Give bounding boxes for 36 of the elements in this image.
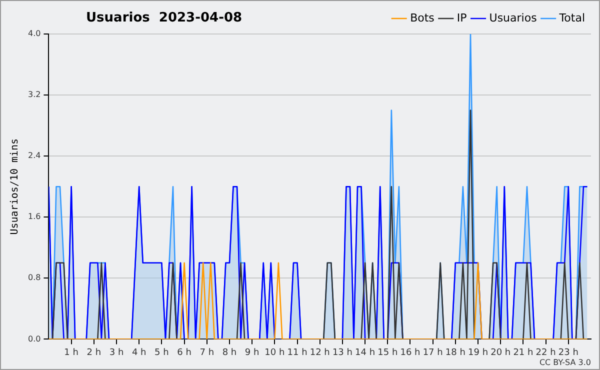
text: CC BY-SA 3.0 [539,358,591,368]
y-tick-label: 0.0 [28,334,41,344]
x-tick-label: 17 h [422,348,443,358]
chart-title: Usuarios 2023-04-08 [86,10,242,26]
x-tick-label: 8 h [222,348,237,358]
y-axis-title: Usuarios/10 mins [10,138,21,235]
x-tick-label: 4 h [132,348,146,358]
x-tick-label: 9 h [244,348,260,358]
x-tick-label: 6 h [177,348,192,358]
legend-label: Usuarios [489,11,538,24]
y-tick-label: 0.8 [28,273,41,282]
x-tick-label: 1 h [64,348,78,358]
y-tick-label: 1.6 [28,212,41,222]
x-tick-label: 2 h [86,348,102,358]
x-tick-label: 15 h [378,348,398,358]
y-tick-label: 2.4 [28,151,41,160]
x-tick-label: 18 h [445,348,466,358]
x-tick-label: 12 h [310,348,330,358]
legend-label: IP [456,11,468,24]
legend-label: Total [558,11,586,24]
x-tick-label: 19 h [468,348,488,358]
x-tick-label: 14 h [355,348,376,358]
x-tick-label: 13 h [332,348,352,358]
x-tick-label: 10 h [264,348,285,358]
x-tick-label: 16 h [400,348,420,358]
x-tick-label: 7 h [200,348,214,358]
y-tick-label: 4.0 [28,29,41,38]
y-tick-label: 3.2 [28,90,41,100]
x-tick-label: 22 h [536,348,556,358]
x-tick-label: 20 h [490,348,511,358]
x-tick-label: 5 h [154,348,169,358]
x-tick-label: 21 h [513,348,534,358]
x-tick-label: 23 h [558,348,578,358]
x-tick-label: 3 h [109,348,124,358]
x-tick-label: 11 h [287,348,308,358]
legend-label: Bots [410,11,435,24]
